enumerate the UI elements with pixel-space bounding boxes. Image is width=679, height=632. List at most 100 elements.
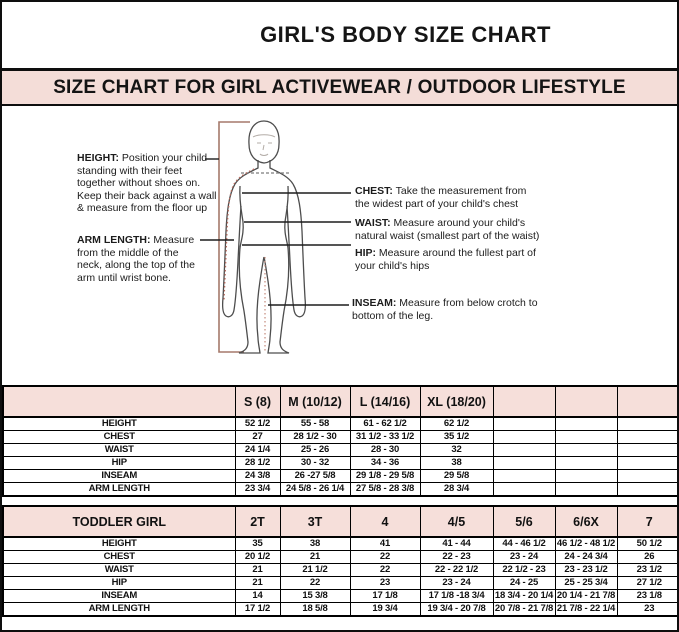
measurement-diagram: HEIGHT: Position your child standing wit… — [2, 106, 677, 385]
cell — [616, 456, 677, 470]
cell: 30 - 32 — [279, 456, 351, 470]
empty-column — [554, 385, 618, 418]
hip-term: HIP: — [355, 247, 376, 259]
cell: 38 — [419, 456, 494, 470]
arm-length-term: ARM LENGTH: — [77, 234, 151, 246]
cell: 22 — [349, 563, 421, 577]
table-row: CHEST 20 1/2 21 22 22 - 23 23 - 24 24 - … — [2, 550, 677, 564]
chest-desc: Take the measurement from the widest par… — [355, 185, 527, 210]
row-label: ARM LENGTH — [2, 482, 236, 497]
cell: 29 5/8 — [419, 469, 494, 483]
row-label: WAIST — [2, 443, 236, 457]
cell: 22 1/2 - 23 — [492, 563, 556, 577]
cell: 24 1/4 — [234, 443, 281, 457]
row-label: INSEAM — [2, 589, 236, 603]
cell: 35 — [234, 536, 281, 551]
cell: 23 1/2 — [616, 563, 677, 577]
cell — [554, 482, 618, 497]
cell: 50 1/2 — [616, 536, 677, 551]
table-row: ARM LENGTH 17 1/2 18 5/8 19 3/4 19 3/4 -… — [2, 602, 677, 617]
cell: 28 1/2 — [234, 456, 281, 470]
size-column-2t: 2T — [234, 505, 281, 538]
cell: 38 — [279, 536, 351, 551]
arm-length-instruction: ARM LENGTH: Measure from the middle of t… — [77, 234, 205, 284]
cell — [492, 482, 556, 497]
table-row: ARM LENGTH 23 3/4 24 5/8 - 26 1/4 27 5/8… — [2, 482, 677, 497]
figure-head — [248, 120, 280, 164]
child-body-figure — [200, 120, 351, 354]
category-banner: SIZE CHART FOR GIRL ACTIVEWEAR / OUTDOOR… — [2, 71, 677, 106]
chest-instruction: CHEST: Take the measurement from the wid… — [355, 185, 533, 210]
cell: 21 1/2 — [279, 563, 351, 577]
row-label: WAIST — [2, 563, 236, 577]
cell — [492, 430, 556, 444]
empty-column — [616, 385, 677, 418]
cell — [492, 469, 556, 483]
cell — [554, 456, 618, 470]
cell: 46 1/2 - 48 1/2 — [554, 536, 618, 551]
cell: 52 1/2 — [234, 416, 281, 431]
cell: 18 3/4 - 20 1/4 — [492, 589, 556, 603]
cell: 22 - 23 — [419, 550, 494, 564]
cell — [554, 416, 618, 431]
height-desc: Position your child standing with their … — [77, 152, 217, 215]
cell: 25 - 25 3/4 — [554, 576, 618, 590]
cell: 23 - 24 — [419, 576, 494, 590]
cell: 61 - 62 1/2 — [349, 416, 421, 431]
size-column-m: M (10/12) — [279, 385, 351, 418]
row-label: HIP — [2, 456, 236, 470]
title-bar: GIRL'S BODY SIZE CHART — [2, 2, 677, 71]
cell: 22 - 22 1/2 — [419, 563, 494, 577]
cell: 55 - 58 — [279, 416, 351, 431]
figure-neck-shoulders — [234, 160, 294, 185]
waist-desc: Measure around your child's natural wais… — [355, 217, 540, 242]
cell: 20 1/2 — [234, 550, 281, 564]
cell: 27 — [234, 430, 281, 444]
row-label: CHEST — [2, 550, 236, 564]
cell: 23 3/4 — [234, 482, 281, 497]
row-label: ARM LENGTH — [2, 602, 236, 617]
cell — [554, 443, 618, 457]
cell: 17 1/8 — [349, 589, 421, 603]
row-label: INSEAM — [2, 469, 236, 483]
figure-right-leg — [263, 247, 290, 354]
cell: 62 1/2 — [419, 416, 494, 431]
page-title: GIRL'S BODY SIZE CHART — [260, 22, 551, 47]
cell — [492, 443, 556, 457]
cell — [616, 430, 677, 444]
cell: 23 1/8 — [616, 589, 677, 603]
cell: 20 1/4 - 21 7/8 — [554, 589, 618, 603]
cell — [554, 430, 618, 444]
cell: 17 1/8 -18 3/4 — [419, 589, 494, 603]
cell: 31 1/2 - 33 1/2 — [349, 430, 421, 444]
row-label: CHEST — [2, 430, 236, 444]
figure-torso — [239, 185, 289, 249]
cell: 24 3/8 — [234, 469, 281, 483]
size-column-xl: XL (18/20) — [419, 385, 494, 418]
cell: 23 - 24 — [492, 550, 556, 564]
cell: 18 5/8 — [279, 602, 351, 617]
size-column-7: 7 — [616, 505, 677, 538]
inseam-term: INSEAM: — [352, 297, 397, 309]
cell — [492, 416, 556, 431]
cell: 24 5/8 - 26 1/4 — [279, 482, 351, 497]
cell: 21 — [279, 550, 351, 564]
cell — [616, 482, 677, 497]
cell: 27 5/8 - 28 3/8 — [349, 482, 421, 497]
table-divider-gap — [2, 497, 677, 505]
cell — [554, 469, 618, 483]
toddler-size-table: TODDLER GIRL 2T 3T 4 4/5 5/6 6/6X 7 HEIG… — [2, 505, 677, 617]
cell: 20 7/8 - 21 7/8 — [492, 602, 556, 617]
hip-desc: Measure around the fullest part of your … — [355, 247, 536, 272]
cell: 22 — [349, 550, 421, 564]
cell: 17 1/2 — [234, 602, 281, 617]
table-row: CHEST 27 28 1/2 - 30 31 1/2 - 33 1/2 35 … — [2, 430, 677, 444]
cell — [616, 416, 677, 431]
hip-instruction: HIP: Measure around the fullest part of … — [355, 247, 537, 272]
cell: 44 - 46 1/2 — [492, 536, 556, 551]
inseam-desc: Measure from below crotch to bottom of t… — [352, 297, 538, 322]
cell: 19 3/4 - 20 7/8 — [419, 602, 494, 617]
cell: 41 - 44 — [419, 536, 494, 551]
toddler-girl-header-label: TODDLER GIRL — [2, 505, 236, 538]
empty-column — [492, 385, 556, 418]
